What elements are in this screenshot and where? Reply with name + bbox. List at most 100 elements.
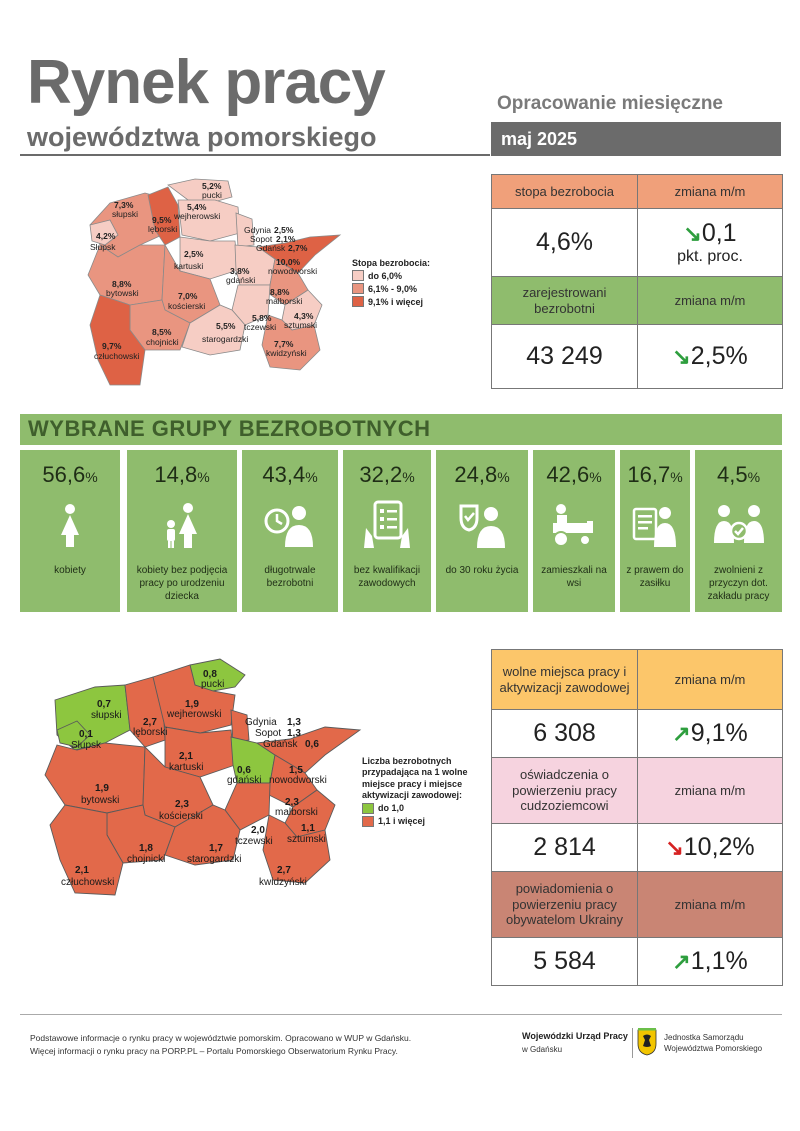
map1-slupsk-name: Słupsk [90, 242, 116, 252]
group-unit: % [402, 469, 415, 485]
map1-nowodworski-name: nowodworski [268, 266, 317, 276]
map2-pucki-value: 0,8 [203, 669, 217, 680]
groups-section-band [20, 414, 782, 445]
pomorskie-crest-icon [637, 1028, 657, 1056]
map1-tczewski-value: 5,8% [252, 313, 272, 323]
group-card: 32,2% bez kwalifikacji zawodowych [343, 450, 431, 612]
map1-gdynia-value: 2,5% [274, 225, 294, 235]
legend-swatch-mid [352, 283, 364, 294]
legend-label-low: do 1,0 [378, 803, 405, 813]
unemployed-per-vacancy-map: 0,8 pucki 0,7 słupski 1,9 wejherowski 2,… [35, 655, 365, 900]
legend-swatch-high [362, 816, 374, 828]
map1-pucki-value: 5,2% [202, 181, 222, 191]
vacancies-table: wolne miejsca pracy i aktywizacji zawodo… [491, 649, 783, 986]
group-label: kobiety bez podjęcia pracy po urodzeniu … [136, 565, 228, 602]
unemployed-per-vacancy-map-svg: 0,8 pucki 0,7 słupski 1,9 wejherowski 2,… [44, 658, 362, 896]
group-label: bez kwalifikacji zawodowych [353, 565, 421, 589]
map2-malborski-name: malborski [275, 807, 318, 818]
map2-gdanski-value: 0,6 [237, 765, 251, 776]
map1-nowodworski-value: 10,0% [276, 257, 301, 267]
map2-bytowski-value: 1,9 [95, 783, 109, 794]
registered-change-header: zmiana m/m [637, 276, 783, 325]
region-kwidzynski [261, 314, 321, 371]
report-type: Opracowanie miesięczne [497, 93, 723, 114]
map1-wejherowski-value: 5,4% [187, 202, 207, 212]
young-person-icon [436, 500, 528, 550]
vacancies-change-cell: ↗9,1% [637, 709, 783, 758]
map2-gdansk-name: Gdańsk [263, 739, 298, 750]
group-card: 16,7% z prawem do zasiłku [620, 450, 690, 612]
group-card: 42,6% zamieszkali na wsi [533, 450, 615, 612]
map2-sztumski-value: 1,1 [301, 823, 315, 834]
arrow-up-right-icon: ↗ [672, 949, 691, 974]
tractor-icon [533, 500, 615, 550]
vacancies-change-header: zmiana m/m [637, 649, 783, 710]
benefit-icon [620, 500, 690, 550]
map1-tczewski-name: tczewski [244, 322, 276, 332]
map2-wejherowski-value: 1,9 [185, 699, 199, 710]
map1-wejherowski-name: wejherowski [173, 211, 220, 221]
registered-change-cell: ↘2,5% [637, 324, 783, 389]
map2-kartuski-name: kartuski [169, 762, 203, 773]
map1-gdanski-value: 3,8% [230, 266, 250, 276]
map2-tczewski-name: tczewski [235, 836, 273, 847]
declarations-change-value: 10,2% [683, 833, 755, 861]
group-unit: % [670, 469, 683, 485]
footer-note: Podstawowe informacje o rynku pracy w wo… [30, 1032, 411, 1058]
ukraine-change-value: 1,1% [690, 947, 748, 975]
map1-czluchowski-value: 9,7% [102, 341, 122, 351]
map2-tczewski-value: 2,0 [251, 825, 265, 836]
map1-bytowski-name: bytowski [106, 288, 139, 298]
woman-icon [20, 500, 120, 550]
map1-gdanski-name: gdański [226, 275, 255, 285]
group-value: 4,5 [716, 462, 748, 487]
group-label: do 30 roku życia [445, 565, 519, 576]
legend-label-high: 1,1 i więcej [378, 816, 426, 827]
map1-kartuski-value: 2,5% [184, 249, 204, 259]
rate-change-unit: pkt. proc. [677, 248, 743, 265]
jst-logo-line1: Jednostka Samorządu [664, 1033, 744, 1042]
unemployment-rate-legend: Stopa bezrobocia: do 6,0% 6,1% - 9,0% 9,… [352, 258, 430, 307]
region-kwidzynski [262, 814, 331, 884]
map1-bytowski-value: 8,8% [112, 279, 132, 289]
map2-koscierski-name: kościerski [159, 811, 203, 822]
map2-slupsk-value: 0,1 [79, 729, 93, 740]
map2-starogardzki-name: starogardzki [187, 854, 241, 865]
group-unit: % [589, 469, 602, 485]
map2-sopot-name: Sopot [255, 728, 281, 739]
ukraine-change-header: zmiana m/m [637, 871, 783, 938]
map1-slupski-name: słupski [112, 209, 138, 219]
map2-kartuski-value: 2,1 [179, 751, 193, 762]
map1-gdynia-name: Gdynia [244, 225, 271, 235]
logo-separator [632, 1028, 633, 1058]
map1-chojnicki-name: chojnicki [146, 337, 179, 347]
registered-change-value: 2,5% [690, 342, 748, 370]
group-label: zwolnieni z przyczyn dot. zakładu pracy [707, 565, 770, 602]
map1-pucki-name: pucki [202, 190, 222, 200]
wup-logo-city: w Gdańsku [522, 1045, 563, 1054]
unemployment-rate-map: 5,2% pucki 5,4% wejherowski 7,3% słupski… [70, 175, 350, 395]
ukraine-value: 5 584 [491, 937, 638, 986]
footer-line: Podstawowe informacje o rynku pracy w wo… [30, 1033, 412, 1043]
map2-gdynia-value: 1,3 [287, 717, 301, 728]
map2-sopot-value: 1,3 [287, 728, 301, 739]
region-gdynia-sopot-gdansk [230, 709, 250, 744]
map1-czluchowski-name: człuchowski [94, 351, 139, 361]
arrow-up-right-icon: ↗ [672, 721, 691, 746]
arrow-down-right-icon: ↘ [672, 344, 691, 369]
map1-kartuski-name: kartuski [174, 261, 203, 271]
map2-malborski-value: 2,3 [285, 797, 299, 808]
rate-change-cell: ↘0,1 pkt. proc. [637, 208, 783, 277]
map1-chojnicki-value: 8,5% [152, 327, 172, 337]
unemployment-table: stopa bezrobocia zmiana m/m 4,6% ↘0,1 pk… [491, 174, 783, 389]
region-slupsk [89, 219, 119, 246]
region-gdynia-sopot-gdansk [235, 212, 255, 248]
registered-header: zarejestrowani bezrobotni [491, 276, 638, 325]
declarations-change-header: zmiana m/m [637, 757, 783, 824]
group-label: kobiety [54, 565, 86, 576]
map1-slupski-value: 7,3% [114, 200, 134, 210]
legend-swatch-low [352, 270, 364, 281]
map2-sztumski-name: sztumski [287, 834, 326, 845]
map2-wejherowski-name: wejherowski [166, 709, 221, 720]
group-card: 43,4% długotrwale bezrobotni [242, 450, 338, 612]
